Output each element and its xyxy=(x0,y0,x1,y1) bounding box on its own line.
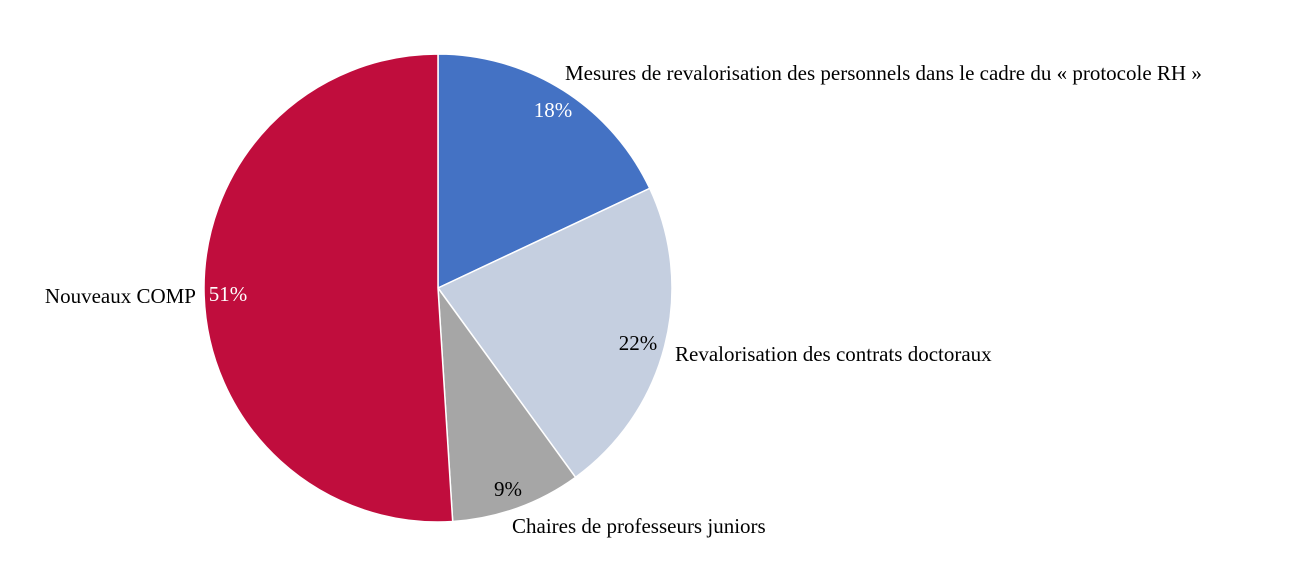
category-label: Mesures de revalorisation des personnels… xyxy=(565,61,1202,85)
value-label: 18% xyxy=(534,98,573,122)
value-label: 9% xyxy=(494,477,522,501)
category-label: Chaires de professeurs juniors xyxy=(512,514,766,538)
pie-slice xyxy=(437,285,577,523)
value-label: 51% xyxy=(209,282,248,306)
category-label: Nouveaux COMP xyxy=(45,284,196,308)
pie-slice xyxy=(203,53,454,523)
value-label: 22% xyxy=(619,331,658,355)
pie-slice xyxy=(437,53,651,290)
pie-slice xyxy=(436,187,673,479)
category-label: Revalorisation des contrats doctoraux xyxy=(675,342,992,366)
